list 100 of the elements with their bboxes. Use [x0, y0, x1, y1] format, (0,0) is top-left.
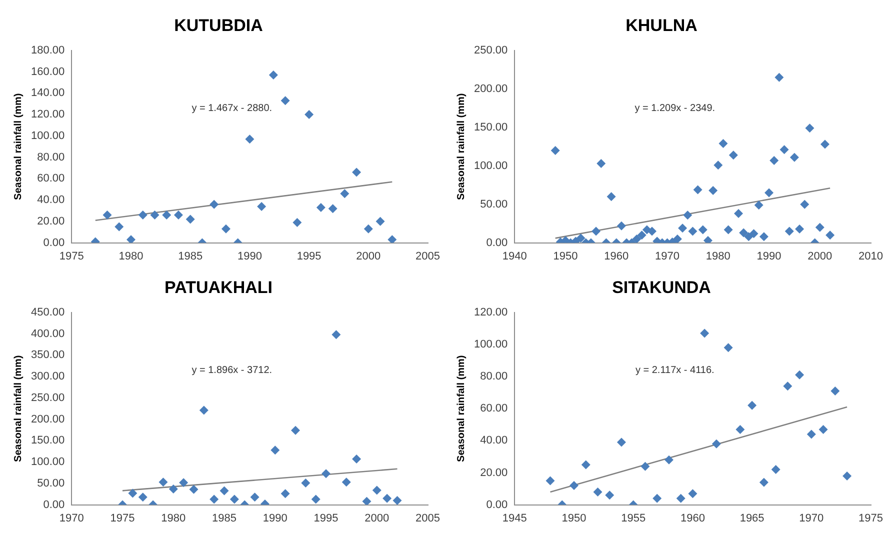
x-tick-label: 1990: [756, 250, 782, 262]
y-tick-label: 40.00: [480, 434, 508, 447]
point: [376, 216, 385, 226]
point: [830, 386, 840, 396]
point: [842, 471, 852, 480]
point: [304, 110, 314, 120]
x-tick-label: 1975: [59, 250, 84, 262]
y-tick-label: 40.00: [37, 194, 65, 206]
chart-title: SITAKUNDA: [612, 278, 711, 297]
x-tick-label: 1975: [858, 512, 884, 524]
x-tick-label: 1970: [799, 512, 824, 524]
y-axis-title: Seasonal rainfall (mm): [12, 93, 24, 200]
x-tick-label: 1940: [502, 250, 527, 262]
y-tick-label: 20.00: [37, 215, 65, 228]
point: [199, 406, 208, 415]
y-tick-label: 400.00: [30, 328, 65, 340]
point: [210, 200, 219, 209]
x-tick-label: 1960: [680, 512, 705, 524]
annotation: y = 1.467x - 2880.: [192, 102, 272, 114]
point: [250, 492, 260, 502]
point: [783, 382, 792, 391]
point: [784, 226, 794, 236]
x-tick-label: 1985: [212, 512, 237, 524]
y-tick-label: 120.00: [30, 108, 65, 121]
point: [162, 210, 172, 220]
point: [632, 234, 642, 243]
point: [270, 446, 280, 455]
chart-title: PATUAKHALI: [164, 278, 272, 297]
point: [316, 203, 326, 212]
point: [257, 202, 266, 211]
point: [322, 469, 331, 478]
point: [189, 484, 198, 494]
point: [790, 152, 799, 162]
x-tick-label: 2005: [416, 512, 440, 524]
point: [672, 234, 682, 243]
point: [158, 478, 168, 487]
point: [382, 494, 392, 503]
point: [364, 224, 373, 234]
point: [800, 200, 810, 209]
point: [280, 96, 290, 106]
annotation: y = 1.896x - 3712.: [192, 364, 272, 376]
point: [292, 218, 302, 227]
x-tick-label: 2000: [808, 250, 832, 262]
point: [703, 236, 712, 243]
point: [759, 232, 768, 242]
point: [372, 486, 382, 495]
point: [826, 230, 835, 240]
point: [352, 454, 362, 464]
point: [220, 486, 229, 496]
point: [605, 490, 614, 500]
x-tick-label: 1965: [740, 512, 764, 524]
x-tick-label: 1980: [161, 512, 186, 524]
point: [596, 159, 606, 168]
x-tick-label: 2010: [858, 250, 884, 262]
y-tick-label: 150.00: [474, 121, 508, 134]
point: [550, 146, 560, 155]
annotation: y = 2.117x - 4116.: [635, 364, 714, 376]
point: [640, 462, 650, 471]
x-tick-label: 2000: [364, 512, 390, 524]
point: [795, 224, 804, 234]
point: [770, 156, 779, 165]
point: [392, 496, 402, 505]
y-tick-label: 300.00: [30, 370, 65, 383]
point: [795, 370, 804, 380]
x-tick-label: 1970: [59, 512, 84, 524]
point: [683, 210, 692, 220]
y-tick-label: 100.00: [474, 160, 508, 172]
point: [570, 481, 578, 490]
annotation: y = 1.209x - 2349.: [634, 102, 716, 114]
y-axis-title: Seasonal rainfall (mm): [456, 93, 467, 200]
point: [606, 192, 616, 202]
x-tick-label: 1990: [237, 250, 262, 262]
point: [581, 460, 590, 470]
point: [352, 168, 362, 177]
point: [693, 185, 702, 194]
point: [652, 494, 662, 503]
x-tick-label: 1990: [262, 512, 288, 524]
point: [759, 478, 768, 487]
point: [818, 424, 828, 434]
point: [736, 424, 745, 434]
x-tick-label: 1995: [296, 250, 322, 262]
point: [780, 145, 789, 154]
point: [388, 235, 397, 243]
y-tick-label: 100.00: [30, 130, 65, 142]
point: [744, 232, 754, 242]
point: [648, 226, 657, 236]
x-tick-label: 1985: [178, 250, 203, 262]
point: [688, 226, 698, 236]
x-tick-label: 1980: [118, 250, 144, 262]
x-tick-label: 1950: [553, 250, 578, 262]
point: [714, 160, 723, 170]
x-tick-label: 2005: [416, 250, 440, 262]
point: [688, 489, 698, 498]
point: [664, 455, 674, 464]
point: [820, 140, 830, 149]
point: [362, 496, 372, 505]
y-tick-label: 140.00: [30, 87, 65, 100]
point: [168, 484, 178, 494]
y-tick-label: 250.00: [474, 44, 508, 56]
point: [637, 230, 646, 240]
